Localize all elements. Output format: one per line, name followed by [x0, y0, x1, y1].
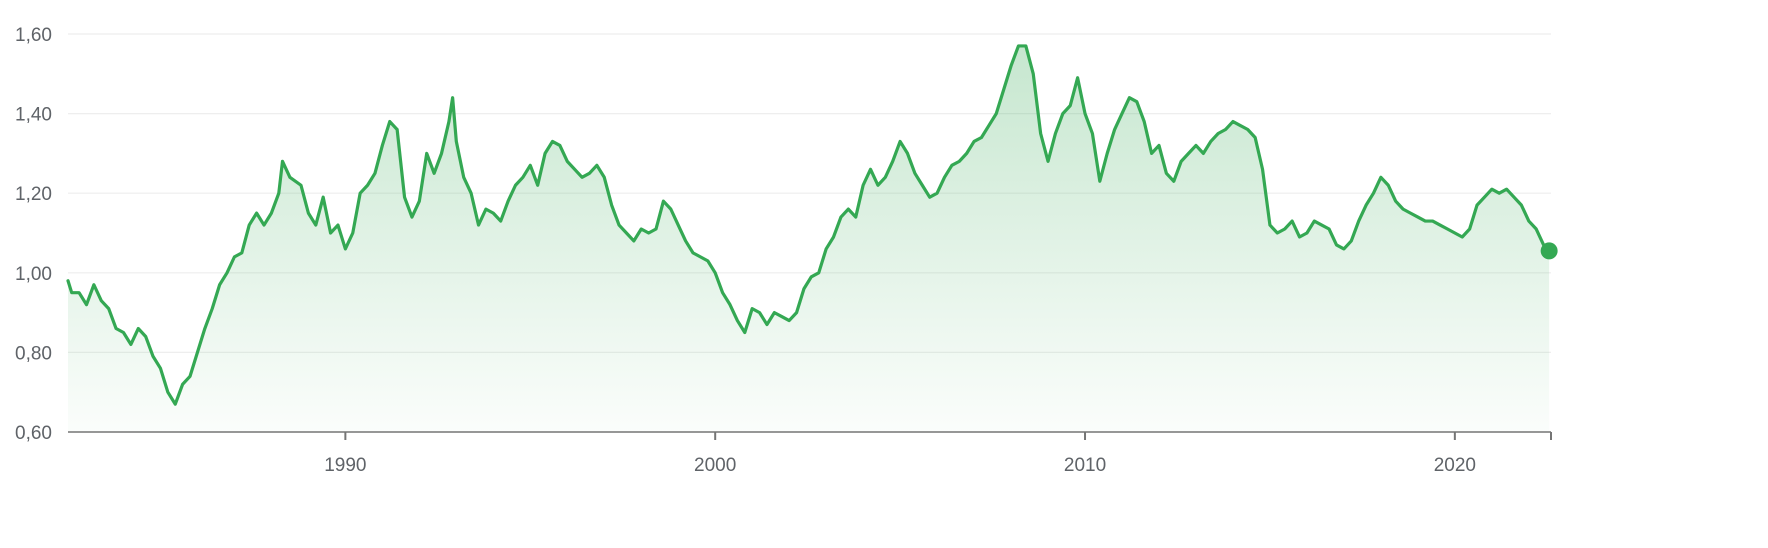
series-path [66, 44, 1551, 406]
y-tick-label: 0,60 [15, 423, 52, 444]
x-axis-ticks: 1990 2000 2010 2020 [324, 432, 1552, 476]
y-tick-label: 1,60 [15, 25, 52, 46]
y-tick-label: 1,00 [15, 264, 52, 285]
x-tick-label: 2020 [1434, 455, 1476, 476]
last-value-marker[interactable] [1540, 242, 1558, 260]
y-axis-ticks: 0,60 0,80 1,00 1,20 1,40 1,60 [15, 25, 52, 444]
y-tick-label: 1,40 [15, 105, 52, 126]
x-tick-label: 1990 [324, 455, 366, 476]
area-fill [68, 45, 1550, 432]
x-tick-label: 2000 [694, 455, 736, 476]
y-tick-label: 0,80 [15, 343, 52, 364]
series-line [66, 44, 1558, 406]
series-area [68, 45, 1550, 432]
x-tick-label: 2010 [1064, 455, 1106, 476]
y-tick-label: 1,20 [15, 184, 52, 205]
